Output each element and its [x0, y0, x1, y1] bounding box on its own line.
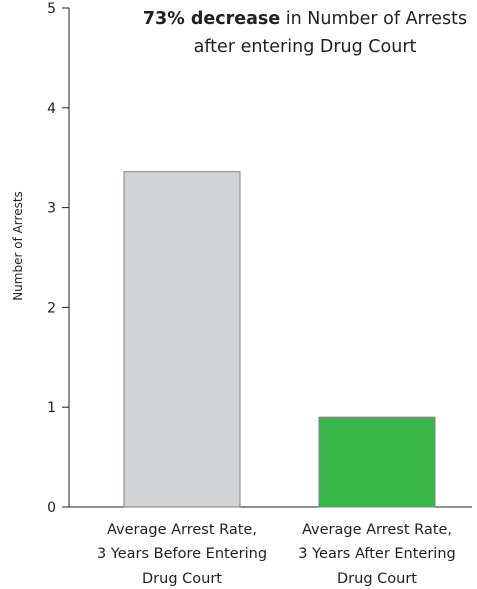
x-category-label: 3 Years Before Entering: [97, 546, 267, 562]
chart-title-line: after entering Drug Court: [194, 37, 417, 57]
y-ticks: 0 1 2 3 4 5: [47, 1, 69, 516]
chart-title-text: in Number of Arrests: [280, 9, 467, 29]
chart-title-line: 73% decrease in Number of Arrests: [143, 9, 467, 29]
chart-title-text: after entering Drug Court: [194, 37, 417, 57]
y-axis-label: Number of Arrests: [11, 191, 25, 301]
x-category-label: 3 Years After Entering: [298, 546, 455, 562]
y-tick-label: 0: [47, 500, 56, 516]
bar-1: [123, 171, 241, 508]
x-category-labels: Average Arrest Rate, 3 Years Before Enter…: [97, 522, 456, 587]
x-category-label: Average Arrest Rate,: [107, 522, 257, 538]
x-category-label: Drug Court: [142, 571, 222, 587]
bar-2: [318, 416, 436, 508]
y-tick-label: 3: [47, 201, 56, 217]
chart-title-emphasis: 73% decrease: [143, 9, 280, 29]
y-axis-label-group: Number of Arrests: [11, 191, 25, 301]
y-tick-label: 5: [47, 1, 56, 17]
bars: [123, 171, 436, 508]
x-category-label: Drug Court: [337, 571, 417, 587]
y-tick-label: 4: [47, 101, 56, 117]
y-tick-label: 1: [47, 400, 56, 416]
x-category-label: Average Arrest Rate,: [302, 522, 452, 538]
chart-title: 73% decrease in Number of Arrests after e…: [143, 9, 467, 57]
y-tick-label: 2: [47, 300, 56, 316]
